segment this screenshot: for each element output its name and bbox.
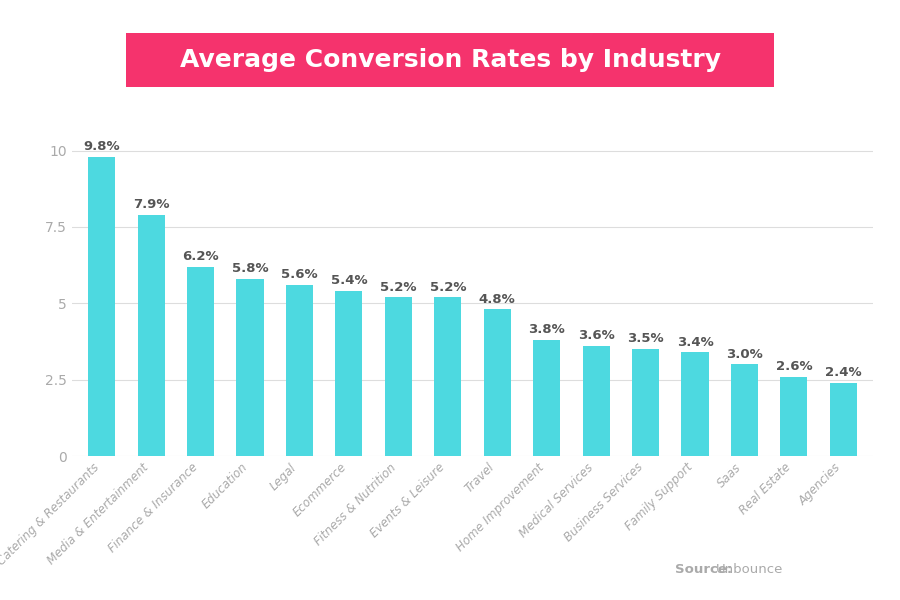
Text: 5.2%: 5.2% (380, 281, 417, 293)
Text: 5.4%: 5.4% (330, 274, 367, 287)
Text: 2.4%: 2.4% (825, 366, 861, 379)
Bar (138, 215, 165, 456)
Text: 9.8%: 9.8% (84, 140, 120, 153)
Bar (731, 364, 758, 456)
Text: 3.8%: 3.8% (528, 323, 565, 336)
Text: 5.2%: 5.2% (429, 281, 466, 293)
Bar (780, 377, 807, 456)
Text: 7.9%: 7.9% (133, 198, 169, 211)
Text: 5.8%: 5.8% (231, 262, 268, 275)
Bar (88, 157, 115, 456)
Text: Source:: Source: (675, 563, 733, 576)
Text: 5.6%: 5.6% (281, 268, 318, 281)
Text: 3.5%: 3.5% (627, 332, 664, 346)
Bar (237, 279, 264, 456)
Bar (582, 346, 609, 456)
Bar (187, 266, 214, 456)
Bar (336, 291, 363, 456)
Text: Average Conversion Rates by Industry: Average Conversion Rates by Industry (179, 48, 721, 72)
Bar (830, 383, 857, 456)
Bar (384, 297, 412, 456)
Bar (434, 297, 462, 456)
Text: 3.4%: 3.4% (677, 335, 714, 349)
Text: 3.6%: 3.6% (578, 329, 615, 343)
Text: 2.6%: 2.6% (776, 360, 812, 373)
Bar (632, 349, 659, 456)
Text: 3.0%: 3.0% (726, 348, 763, 361)
Text: Unbounce: Unbounce (716, 563, 783, 576)
Bar (533, 340, 561, 456)
Bar (681, 352, 708, 456)
Text: 6.2%: 6.2% (182, 250, 219, 263)
Text: 4.8%: 4.8% (479, 293, 516, 306)
Bar (286, 285, 313, 456)
Bar (483, 310, 511, 456)
